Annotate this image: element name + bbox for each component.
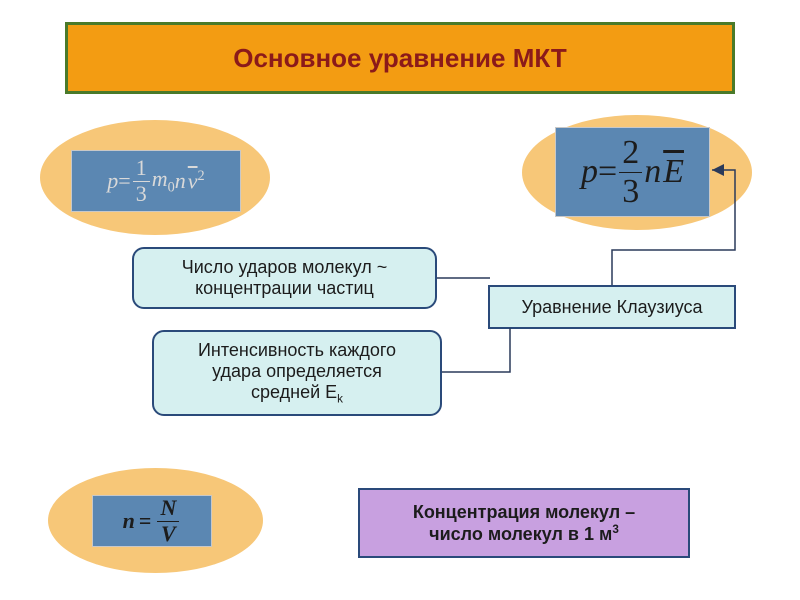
f1-frac: 1 3 [133,156,150,205]
box-collision-intensity: Интенсивность каждого удара определяется… [152,330,442,416]
f1-v: v2 [188,168,205,194]
formula-concentration: n = N V [92,495,212,547]
f1-eq: = [118,168,130,194]
f1-lhs: p [107,168,118,194]
title-text: Основное уравнение МКТ [233,43,567,74]
formula-pressure-velocity: p = 1 3 m0 n v2 [71,150,241,212]
f2-n: n [644,153,661,191]
f1-n: n [175,168,186,194]
f3-lhs: n [123,508,135,534]
box-collision-count: Число ударов молекул ~ концентрации част… [132,247,437,309]
f3-frac: N V [157,496,179,545]
f3-eq: = [139,508,152,534]
box-clausius: Уравнение Клаузиуса [488,285,736,329]
f1-m: m0 [152,166,175,196]
title-bar: Основное уравнение МКТ [65,22,735,94]
f2-eq: = [598,153,617,191]
f2-lhs: p [581,153,598,191]
formula-pressure-energy: p = 2 3 n E [555,127,710,217]
f2-frac: 2 3 [619,134,642,210]
box-concentration-def: Концентрация молекул – число молекул в 1… [358,488,690,558]
f2-E: E [663,153,684,191]
